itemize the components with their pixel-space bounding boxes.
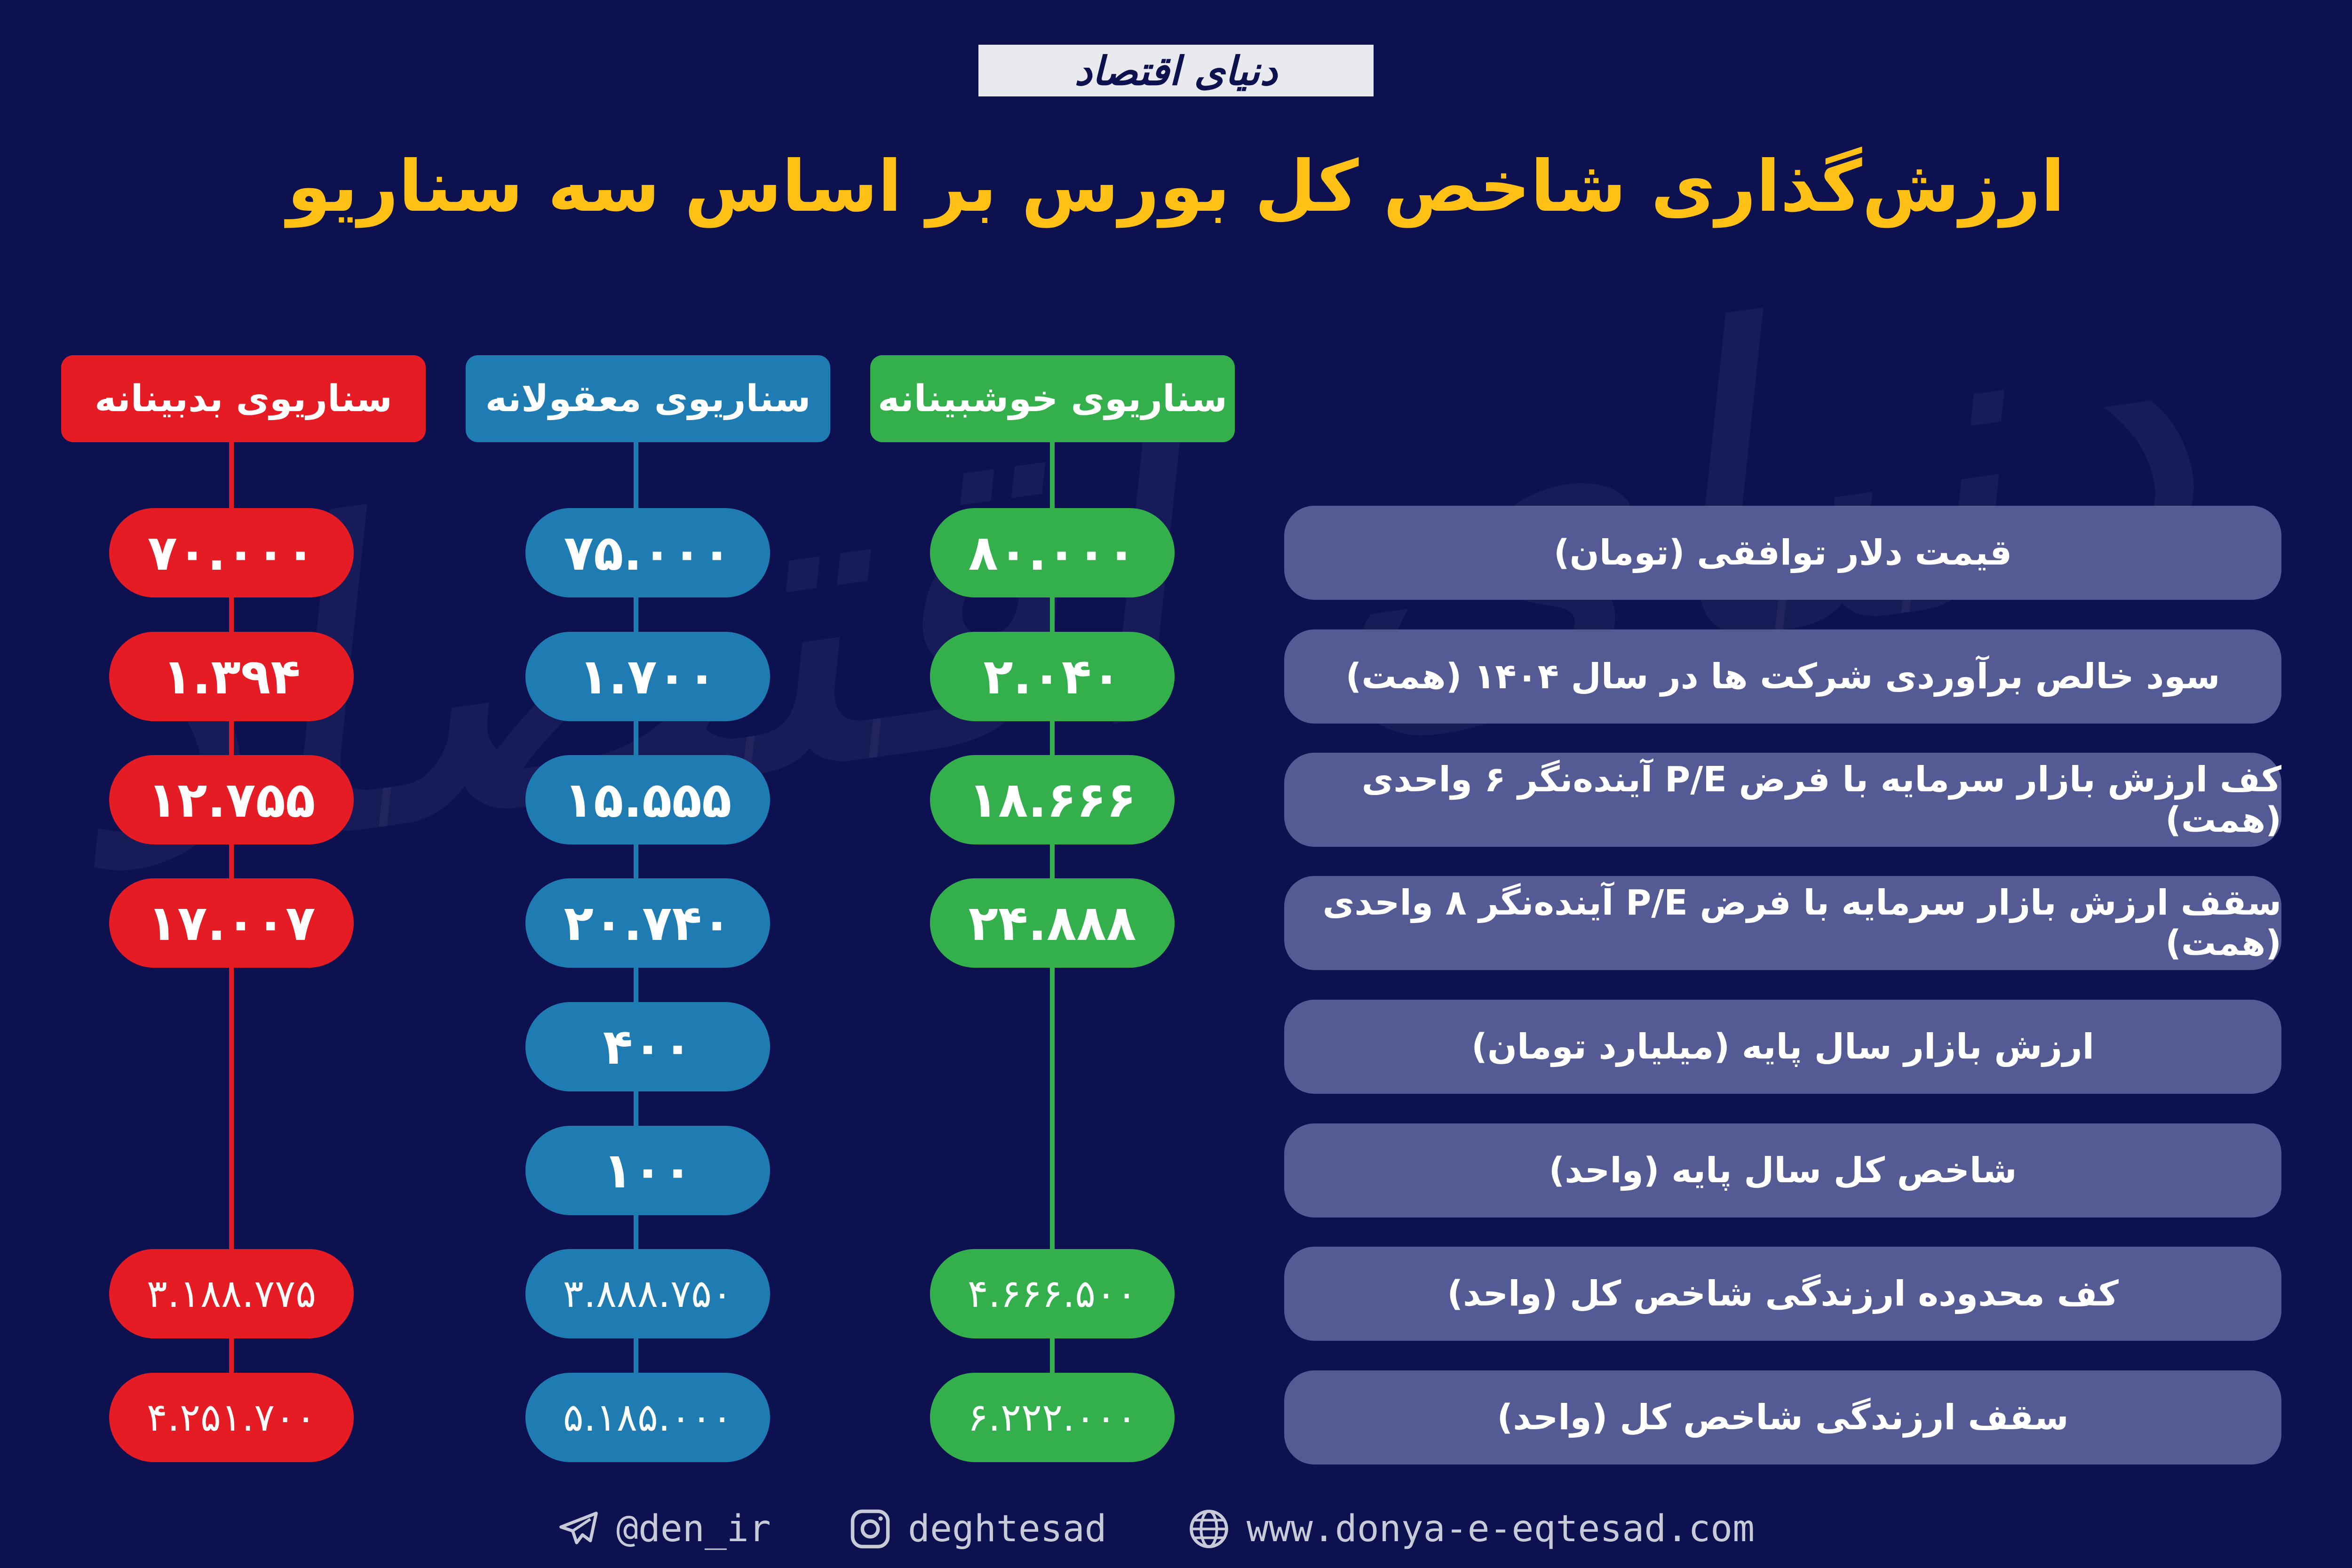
value-moderate-base-index: ۱۰۰: [525, 1126, 770, 1215]
value-optimistic-index-ceiling: ۶.۲۲۲.۰۰۰: [930, 1373, 1175, 1462]
telegram-icon: [559, 1512, 598, 1544]
value-optimistic-index-floor: ۴.۶۶۶.۵۰۰: [930, 1249, 1175, 1338]
globe-icon: [1190, 1510, 1228, 1548]
value-moderate-net-profit: ۱.۷۰۰: [525, 632, 770, 721]
row-label-index-floor: کف محدوده ارزندگی شاخص کل (واحد): [1284, 1247, 2281, 1341]
row-label-base-index: شاخص کل سال پایه (واحد): [1284, 1123, 2281, 1218]
instagram-icon: [850, 1509, 890, 1549]
footer-telegram[interactable]: @den_ir: [555, 1498, 771, 1560]
value-pessimistic-market-floor: ۱۲.۷۵۵: [109, 755, 354, 844]
value-optimistic-dollar-rate: ۸۰.۰۰۰: [930, 508, 1175, 597]
row-label-base-market-value: ارزش بازار سال پایه (میلیارد تومان): [1284, 1000, 2281, 1094]
telegram-handle: @den_ir: [616, 1508, 771, 1550]
value-pessimistic-net-profit: ۱.۳۹۴: [109, 632, 354, 721]
value-optimistic-net-profit: ۲.۰۴۰: [930, 632, 1175, 721]
value-pessimistic-dollar-rate: ۷۰.۰۰۰: [109, 508, 354, 597]
row-label-net-profit: سود خالص برآوردی شرکت ها در سال ۱۴۰۴ (هم…: [1284, 629, 2281, 724]
value-pessimistic-market-ceiling: ۱۷.۰۰۷: [109, 878, 354, 968]
value-optimistic-market-floor: ۱۸.۶۶۶: [930, 755, 1175, 844]
footer-website[interactable]: www.donya-e-eqtesad.com: [1185, 1498, 1755, 1560]
logo-text: دنیای اقتصاد: [1074, 47, 1278, 94]
row-label-market-value-floor: کف ارزش بازار سرمایه با فرض P/E آینده‌نگ…: [1284, 753, 2281, 847]
row-label-index-ceiling: سقف ارزندگی شاخص کل (واحد): [1284, 1370, 2281, 1465]
website-url: www.donya-e-eqtesad.com: [1247, 1508, 1755, 1550]
publisher-logo: دنیای اقتصاد: [978, 45, 1374, 99]
value-moderate-dollar-rate: ۷۵.۰۰۰: [525, 508, 770, 597]
value-moderate-index-ceiling: ۵.۱۸۵.۰۰۰: [525, 1373, 770, 1462]
instagram-handle: deghtesad: [908, 1508, 1107, 1550]
value-moderate-base-market: ۴۰۰: [525, 1002, 770, 1091]
value-moderate-market-ceiling: ۲۰.۷۴۰: [525, 878, 770, 968]
footer-instagram[interactable]: deghtesad: [847, 1498, 1107, 1560]
value-moderate-index-floor: ۳.۸۸۸.۷۵۰: [525, 1249, 770, 1338]
value-pessimistic-index-ceiling: ۴.۲۵۱.۷۰۰: [109, 1373, 354, 1462]
page-title: ارزش‌گذاری شاخص کل بورس بر اساس سه سناری…: [287, 146, 2065, 228]
header-pessimistic: سناریوی بدبینانه: [61, 355, 426, 442]
header-optimistic: سناریوی خوشبینانه: [870, 355, 1235, 442]
header-moderate: سناریوی معقولانه: [466, 355, 830, 442]
row-label-dollar-rate: قیمت دلار توافقی (تومان): [1284, 506, 2281, 600]
value-moderate-market-floor: ۱۵.۵۵۵: [525, 755, 770, 844]
value-optimistic-market-ceiling: ۲۴.۸۸۸: [930, 878, 1175, 968]
row-label-market-value-ceiling: سقف ارزش بازار سرمایه با فرض P/E آینده‌ن…: [1284, 876, 2281, 970]
value-pessimistic-index-floor: ۳.۱۸۸.۷۷۵: [109, 1249, 354, 1338]
